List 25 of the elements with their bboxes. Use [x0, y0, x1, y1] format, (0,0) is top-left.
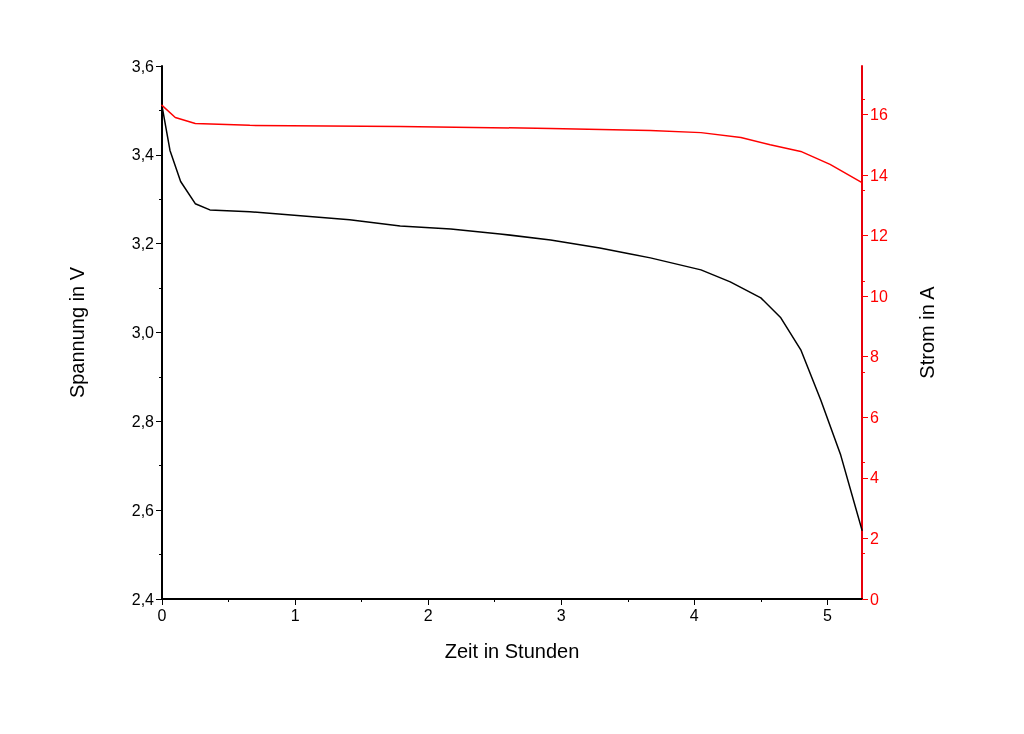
y2-tick-label: 12: [870, 227, 888, 245]
y-tick-label: 3,0: [131, 324, 155, 341]
y-tick-label: 2,6: [131, 501, 155, 519]
y-tick-label: 2,4: [131, 590, 155, 608]
x-tick-label: 4: [689, 606, 699, 624]
y-tick-label: 3,6: [131, 57, 155, 75]
y2-tick-label: 6: [870, 408, 879, 426]
y2-axis-title: Strom in A: [916, 285, 938, 379]
y2-tick-label: 14: [870, 166, 888, 184]
x-tick-label: 1: [290, 606, 300, 624]
x-tick-label: 0: [157, 606, 167, 624]
y-axis-title: Spannung in V: [66, 266, 88, 399]
x-tick-label: 3: [556, 606, 566, 624]
y-tick-label: 3,4: [131, 146, 155, 164]
x-tick-label: 2: [423, 606, 433, 624]
x-tick-label: 5: [822, 606, 832, 624]
y2-tick-label: 10: [870, 287, 888, 305]
y-tick-label: 3,2: [131, 235, 155, 253]
y-tick-label: 2,8: [131, 412, 155, 430]
y2-tick-label: 16: [870, 105, 888, 123]
y2-tick-label: 0: [870, 590, 879, 608]
x-axis-title: Zeit in Stunden: [444, 640, 580, 662]
y2-tick-label: 4: [870, 469, 879, 487]
y2-tick-label: 8: [870, 348, 879, 366]
y2-tick-label: 2: [870, 529, 879, 547]
